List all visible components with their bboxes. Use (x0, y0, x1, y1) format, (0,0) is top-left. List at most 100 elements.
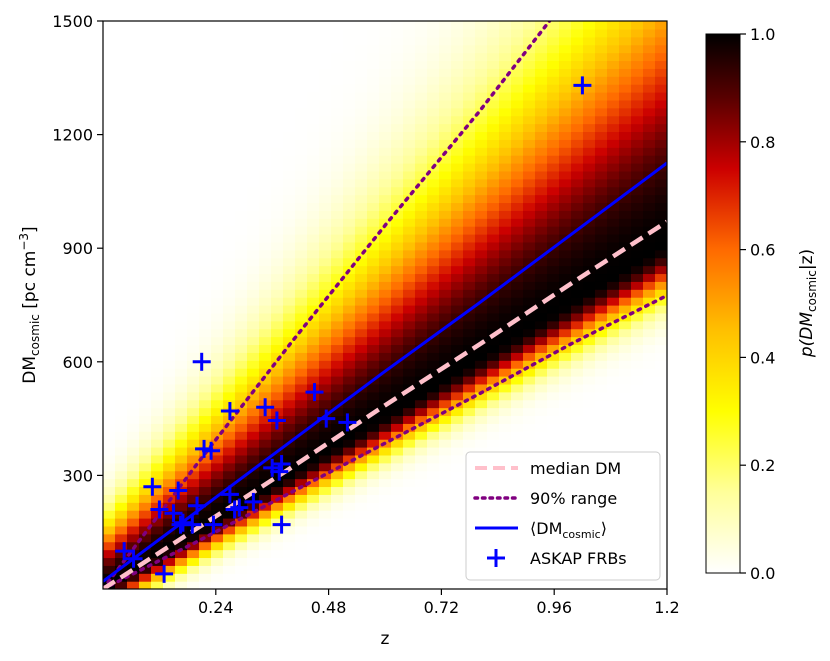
heatmap-cell (127, 36, 140, 46)
heatmap-cell (187, 344, 200, 353)
heatmap-cell (115, 115, 128, 125)
heatmap-cell (511, 265, 524, 275)
heatmap-cell (391, 486, 404, 495)
heatmap-cell (487, 305, 500, 314)
heatmap-cell (367, 155, 380, 164)
heatmap-cell (379, 423, 392, 432)
heatmap-cell (175, 431, 188, 440)
heatmap-cell (223, 139, 236, 148)
heatmap-cell (583, 391, 596, 401)
heatmap-cell (403, 541, 416, 551)
heatmap-cell (211, 234, 224, 243)
heatmap-cell (367, 510, 380, 519)
heatmap-cell (403, 147, 416, 156)
heatmap-cell (247, 462, 260, 472)
heatmap-cell (547, 399, 560, 409)
heatmap-cell (103, 139, 116, 148)
heatmap-cell (487, 28, 500, 38)
heatmap-cell (643, 391, 656, 401)
heatmap-cell (631, 257, 644, 267)
heatmap-cell (331, 423, 344, 432)
heatmap-cell (127, 462, 140, 472)
heatmap-cell (439, 68, 452, 77)
heatmap-cell (367, 170, 380, 180)
heatmap-cell (379, 257, 392, 267)
heatmap-cell (415, 470, 428, 480)
heatmap-cell (511, 281, 524, 290)
heatmap-cell (307, 541, 320, 551)
heatmap-cell (511, 21, 524, 30)
heatmap-cell (151, 107, 164, 117)
heatmap-cell (655, 123, 667, 133)
heatmap-cell (439, 139, 452, 148)
heatmap-cell (379, 518, 392, 527)
heatmap-cell (475, 155, 488, 164)
heatmap-cell (247, 478, 260, 488)
heatmap-cell (511, 407, 524, 417)
heatmap-cell (631, 344, 644, 353)
heatmap-cell (631, 68, 644, 77)
heatmap-cell (331, 115, 344, 125)
heatmap-cell (379, 494, 392, 503)
heatmap-cell (163, 447, 176, 456)
heatmap-cell (103, 486, 116, 495)
heatmap-cell (271, 115, 284, 125)
heatmap-cell (403, 155, 416, 164)
heatmap-cell (331, 376, 344, 385)
heatmap-cell (415, 439, 428, 448)
heatmap-cell (295, 218, 308, 227)
heatmap-cell (247, 525, 260, 535)
heatmap-cell (655, 44, 667, 54)
heatmap-cell (463, 439, 476, 448)
heatmap-cell (379, 131, 392, 140)
heatmap-cell (187, 368, 200, 377)
heatmap-cell (643, 60, 656, 69)
heatmap-cell (151, 202, 164, 211)
heatmap-cell (247, 312, 260, 322)
heatmap-cell (295, 139, 308, 148)
heatmap-cell (271, 360, 284, 369)
heatmap-cell (163, 391, 176, 401)
heatmap-cell (583, 423, 596, 432)
heatmap-cell (475, 439, 488, 448)
heatmap-cell (379, 360, 392, 369)
heatmap-cell (139, 36, 152, 46)
heatmap-cell (295, 76, 308, 85)
heatmap-cell (103, 226, 116, 235)
heatmap-cell (499, 68, 512, 77)
heatmap-cell (163, 376, 176, 385)
heatmap-cell (331, 194, 344, 204)
heatmap-cell (175, 60, 188, 69)
heatmap-cell (487, 368, 500, 377)
heatmap-cell (439, 257, 452, 267)
heatmap-cell (175, 226, 188, 235)
heatmap-cell (295, 92, 308, 101)
heatmap-cell (175, 115, 188, 125)
heatmap-cell (163, 194, 176, 204)
heatmap-cell (139, 265, 152, 275)
heatmap-cell (391, 525, 404, 535)
heatmap-cell (307, 454, 320, 464)
heatmap-cell (547, 68, 560, 77)
heatmap-cell (355, 305, 368, 314)
heatmap-cell (427, 155, 440, 164)
heatmap-cell (199, 320, 212, 330)
heatmap-cell (643, 257, 656, 267)
heatmap-cell (331, 549, 344, 559)
heatmap-cell (619, 423, 632, 432)
heatmap-cell (379, 147, 392, 156)
heatmap-cell (151, 265, 164, 275)
heatmap-cell (259, 360, 272, 369)
heatmap-cell (451, 202, 464, 211)
heatmap-cell (259, 107, 272, 117)
heatmap-cell (223, 131, 236, 140)
heatmap-cell (391, 462, 404, 472)
heatmap-cell (511, 257, 524, 267)
heatmap-cell (535, 415, 548, 424)
heatmap-cell (187, 289, 200, 298)
x-tick-label: 0.24 (198, 598, 234, 617)
heatmap-cell (427, 454, 440, 464)
heatmap-cell (559, 52, 572, 62)
heatmap-cell (379, 581, 392, 589)
heatmap-cell (487, 170, 500, 180)
